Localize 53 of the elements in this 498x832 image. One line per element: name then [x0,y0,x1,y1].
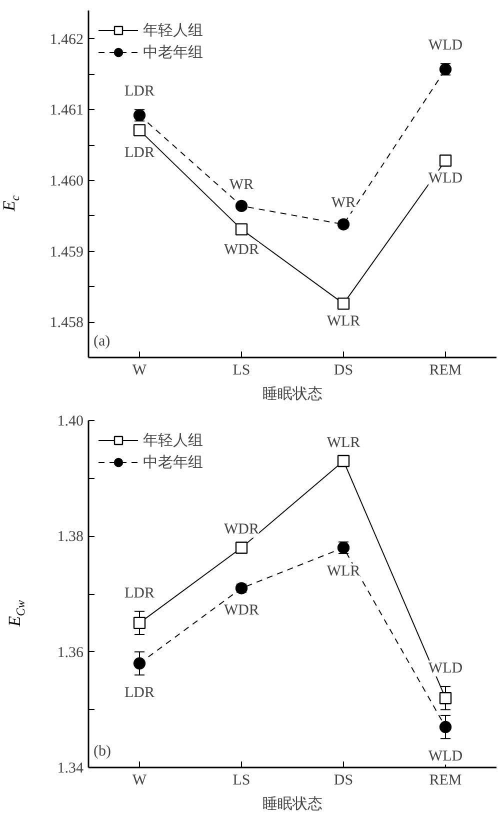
annotation: WDR [224,522,259,538]
legend-label: 中老年组 [143,454,203,472]
y-tick-label: 1.461 [50,102,84,119]
y-tick-label: 1.460 [50,173,84,190]
point [235,542,248,554]
y-tick-label: 1.459 [50,244,84,260]
point [337,298,350,310]
x-axis-title: 睡眠状态 [262,796,322,812]
point [133,124,146,136]
annotation: LDR [124,585,154,602]
annotation: (b) [94,744,111,760]
annotation: WLR [326,314,360,330]
point [235,223,248,236]
annotation: WDR [224,602,259,618]
legend-label: 年轻人组 [143,432,203,450]
x-tick-label: REM [429,772,462,788]
annotation: WLR [326,434,360,451]
annotation: WLD [428,660,463,677]
x-tick-label: LS [232,362,250,378]
annotation: LDR [124,145,154,162]
y-tick-label: 1.462 [50,32,84,48]
annotation: LDR [124,684,154,701]
point [337,454,350,468]
annotation: WR [229,177,254,194]
x-tick-label: W [132,772,148,788]
annotation: WR [331,194,356,211]
annotation: WLR [326,564,360,580]
legend-label: 中老年组 [143,44,203,62]
annotation: (a) [94,334,110,350]
x-tick-label: W [132,362,148,378]
point [439,720,452,734]
annotation: WDR [224,242,259,258]
x-tick-label: DS [334,362,354,378]
legend-label: 年轻人组 [143,22,203,40]
y-tick-label: 1.38 [57,529,84,546]
point [337,218,350,230]
point [133,616,146,630]
x-tick-label: REM [429,362,462,378]
y-tick-label: 1.34 [57,760,84,776]
point [439,154,452,167]
point [133,657,146,670]
annotation: WLD [428,38,463,54]
y-tick-label: 1.36 [57,644,84,661]
annotation: WLD [428,170,463,187]
x-axis-title: 睡眠状态 [262,386,322,402]
y-tick-label: 1.40 [57,414,84,430]
annotation: LDR [124,84,154,100]
annotation: WLD [428,748,463,765]
x-tick-label: DS [334,772,354,788]
point [439,692,452,704]
x-tick-label: LS [232,772,250,788]
point [235,200,248,212]
y-tick-label: 1.458 [50,315,84,332]
